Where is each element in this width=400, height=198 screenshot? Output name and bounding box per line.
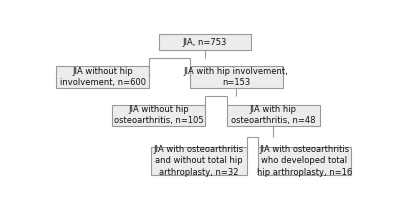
Text: JIA with hip involvement,
n=153: JIA with hip involvement, n=153: [184, 67, 288, 87]
FancyBboxPatch shape: [258, 147, 351, 175]
FancyBboxPatch shape: [56, 67, 149, 88]
FancyBboxPatch shape: [112, 105, 205, 126]
Text: JIA, n=753: JIA, n=753: [183, 38, 227, 47]
FancyBboxPatch shape: [158, 34, 252, 50]
Text: JIA without hip
involvement, n=600: JIA without hip involvement, n=600: [60, 67, 146, 87]
Text: JIA with osteoarthritis
who developed total
hip arthroplasty, n=16: JIA with osteoarthritis who developed to…: [256, 145, 352, 177]
Text: JIA with osteoarthritis
and without total hip
arthroplasty, n=32: JIA with osteoarthritis and without tota…: [154, 145, 244, 177]
FancyBboxPatch shape: [227, 105, 320, 126]
Text: JIA without hip
osteoarthritis, n=105: JIA without hip osteoarthritis, n=105: [114, 105, 203, 126]
Text: JIA with hip
osteoarthritis, n=48: JIA with hip osteoarthritis, n=48: [231, 105, 316, 126]
FancyBboxPatch shape: [190, 67, 282, 88]
FancyBboxPatch shape: [151, 147, 247, 175]
